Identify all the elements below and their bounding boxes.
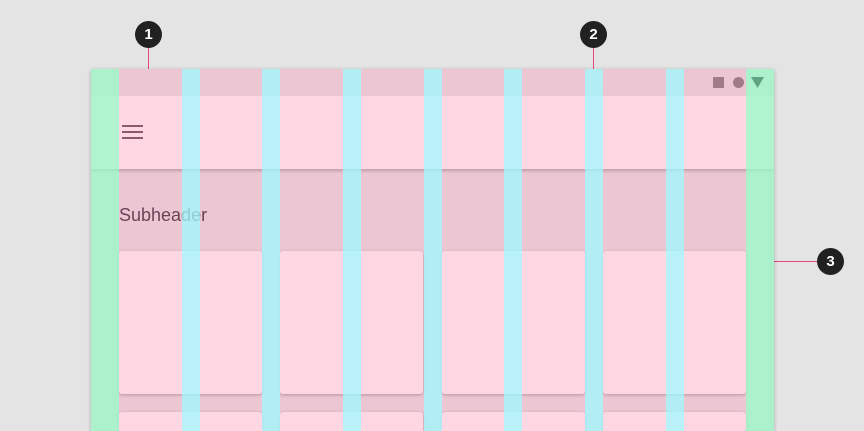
gutter xyxy=(666,69,684,431)
gutter xyxy=(182,69,200,431)
callout-badge-1: 1 xyxy=(135,21,162,48)
gutter xyxy=(504,69,522,431)
margin-left xyxy=(91,69,119,431)
gutter xyxy=(585,69,603,431)
margin-right xyxy=(746,69,774,431)
callout-badge-2: 2 xyxy=(580,21,607,48)
menu-icon[interactable] xyxy=(122,125,143,140)
circle-icon xyxy=(733,77,744,88)
gutter xyxy=(424,69,442,431)
callout-line-2 xyxy=(593,48,594,69)
triangle-icon xyxy=(751,77,764,88)
callout-line-3 xyxy=(774,261,817,262)
device-screen: Subheader xyxy=(91,69,774,431)
gutter xyxy=(262,69,280,431)
gutter xyxy=(343,69,361,431)
square-icon xyxy=(713,77,724,88)
callout-line-1 xyxy=(148,48,149,69)
callout-badge-3: 3 xyxy=(817,248,844,275)
